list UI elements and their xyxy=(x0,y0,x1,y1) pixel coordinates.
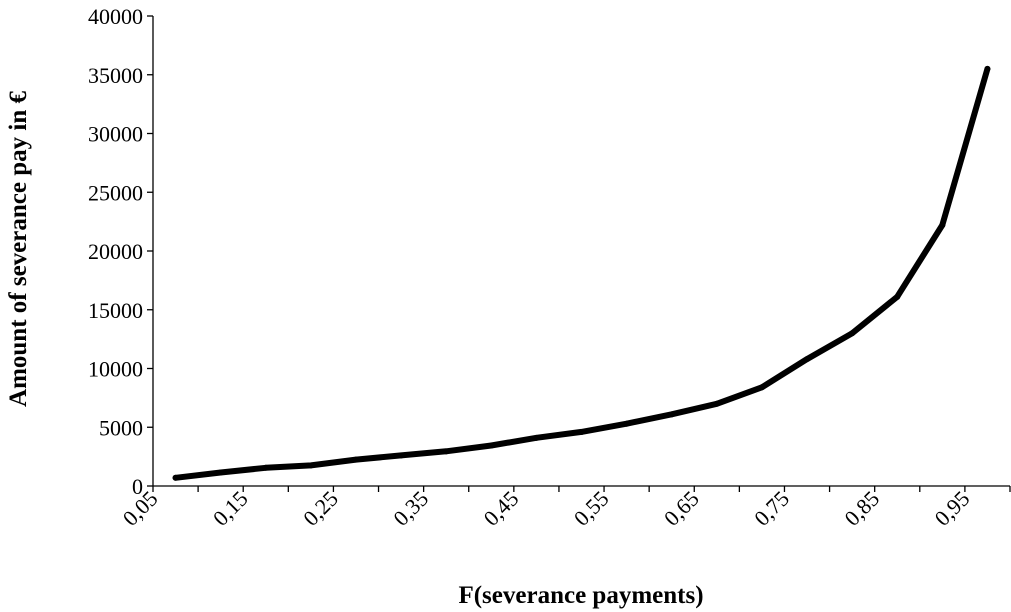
x-tick-label: 0,35 xyxy=(388,486,433,531)
data-point xyxy=(939,222,946,229)
y-tick-label: 35000 xyxy=(88,63,143,88)
data-point xyxy=(533,434,540,441)
y-tick-label: 10000 xyxy=(88,357,143,382)
y-tick-label: 40000 xyxy=(88,4,143,29)
y-tick-label: 0 xyxy=(132,474,143,499)
series-line xyxy=(172,65,991,481)
data-point xyxy=(894,293,901,300)
data-point xyxy=(849,330,856,337)
x-tick-label: 0,85 xyxy=(839,486,884,531)
data-point xyxy=(713,400,720,407)
x-tick-label: 0,75 xyxy=(749,486,794,531)
data-point xyxy=(984,65,991,72)
x-tick-label: 0,95 xyxy=(930,486,975,531)
data-point xyxy=(217,469,224,476)
data-point xyxy=(758,384,765,391)
x-axis-ticks: 0,05 0,15 0,25 0,35 0,45 0,55 0,65 0,75 0,85 0,95 xyxy=(118,486,1011,531)
data-point xyxy=(804,356,811,363)
data-points xyxy=(172,65,991,481)
data-point xyxy=(488,442,495,449)
data-point xyxy=(307,462,314,469)
y-axis-ticks: 0 5000 10000 15000 20000 25000 30000 35000 40000 xyxy=(88,4,153,499)
data-point xyxy=(578,428,585,435)
x-tick-label: 0,45 xyxy=(478,486,523,531)
y-tick-label: 20000 xyxy=(88,239,143,264)
x-tick-label: 0,55 xyxy=(569,486,614,531)
data-point xyxy=(352,456,359,463)
data-point xyxy=(443,448,450,455)
data-point xyxy=(262,464,269,471)
data-point xyxy=(668,411,675,418)
x-tick-label: 0,05 xyxy=(118,486,163,531)
y-tick-label: 5000 xyxy=(99,415,143,440)
x-tick-label: 0,25 xyxy=(298,486,343,531)
data-point xyxy=(398,452,405,459)
y-tick-label: 15000 xyxy=(88,298,143,323)
y-axis-title: Amount of severance pay in € xyxy=(5,91,32,407)
y-tick-label: 30000 xyxy=(88,122,143,147)
x-tick-label: 0,15 xyxy=(208,486,253,531)
x-tick-label: 0,65 xyxy=(659,486,704,531)
y-tick-label: 25000 xyxy=(88,180,143,205)
data-point xyxy=(623,420,630,427)
x-axis-title: F(severance payments) xyxy=(458,582,703,609)
data-point xyxy=(172,474,179,481)
